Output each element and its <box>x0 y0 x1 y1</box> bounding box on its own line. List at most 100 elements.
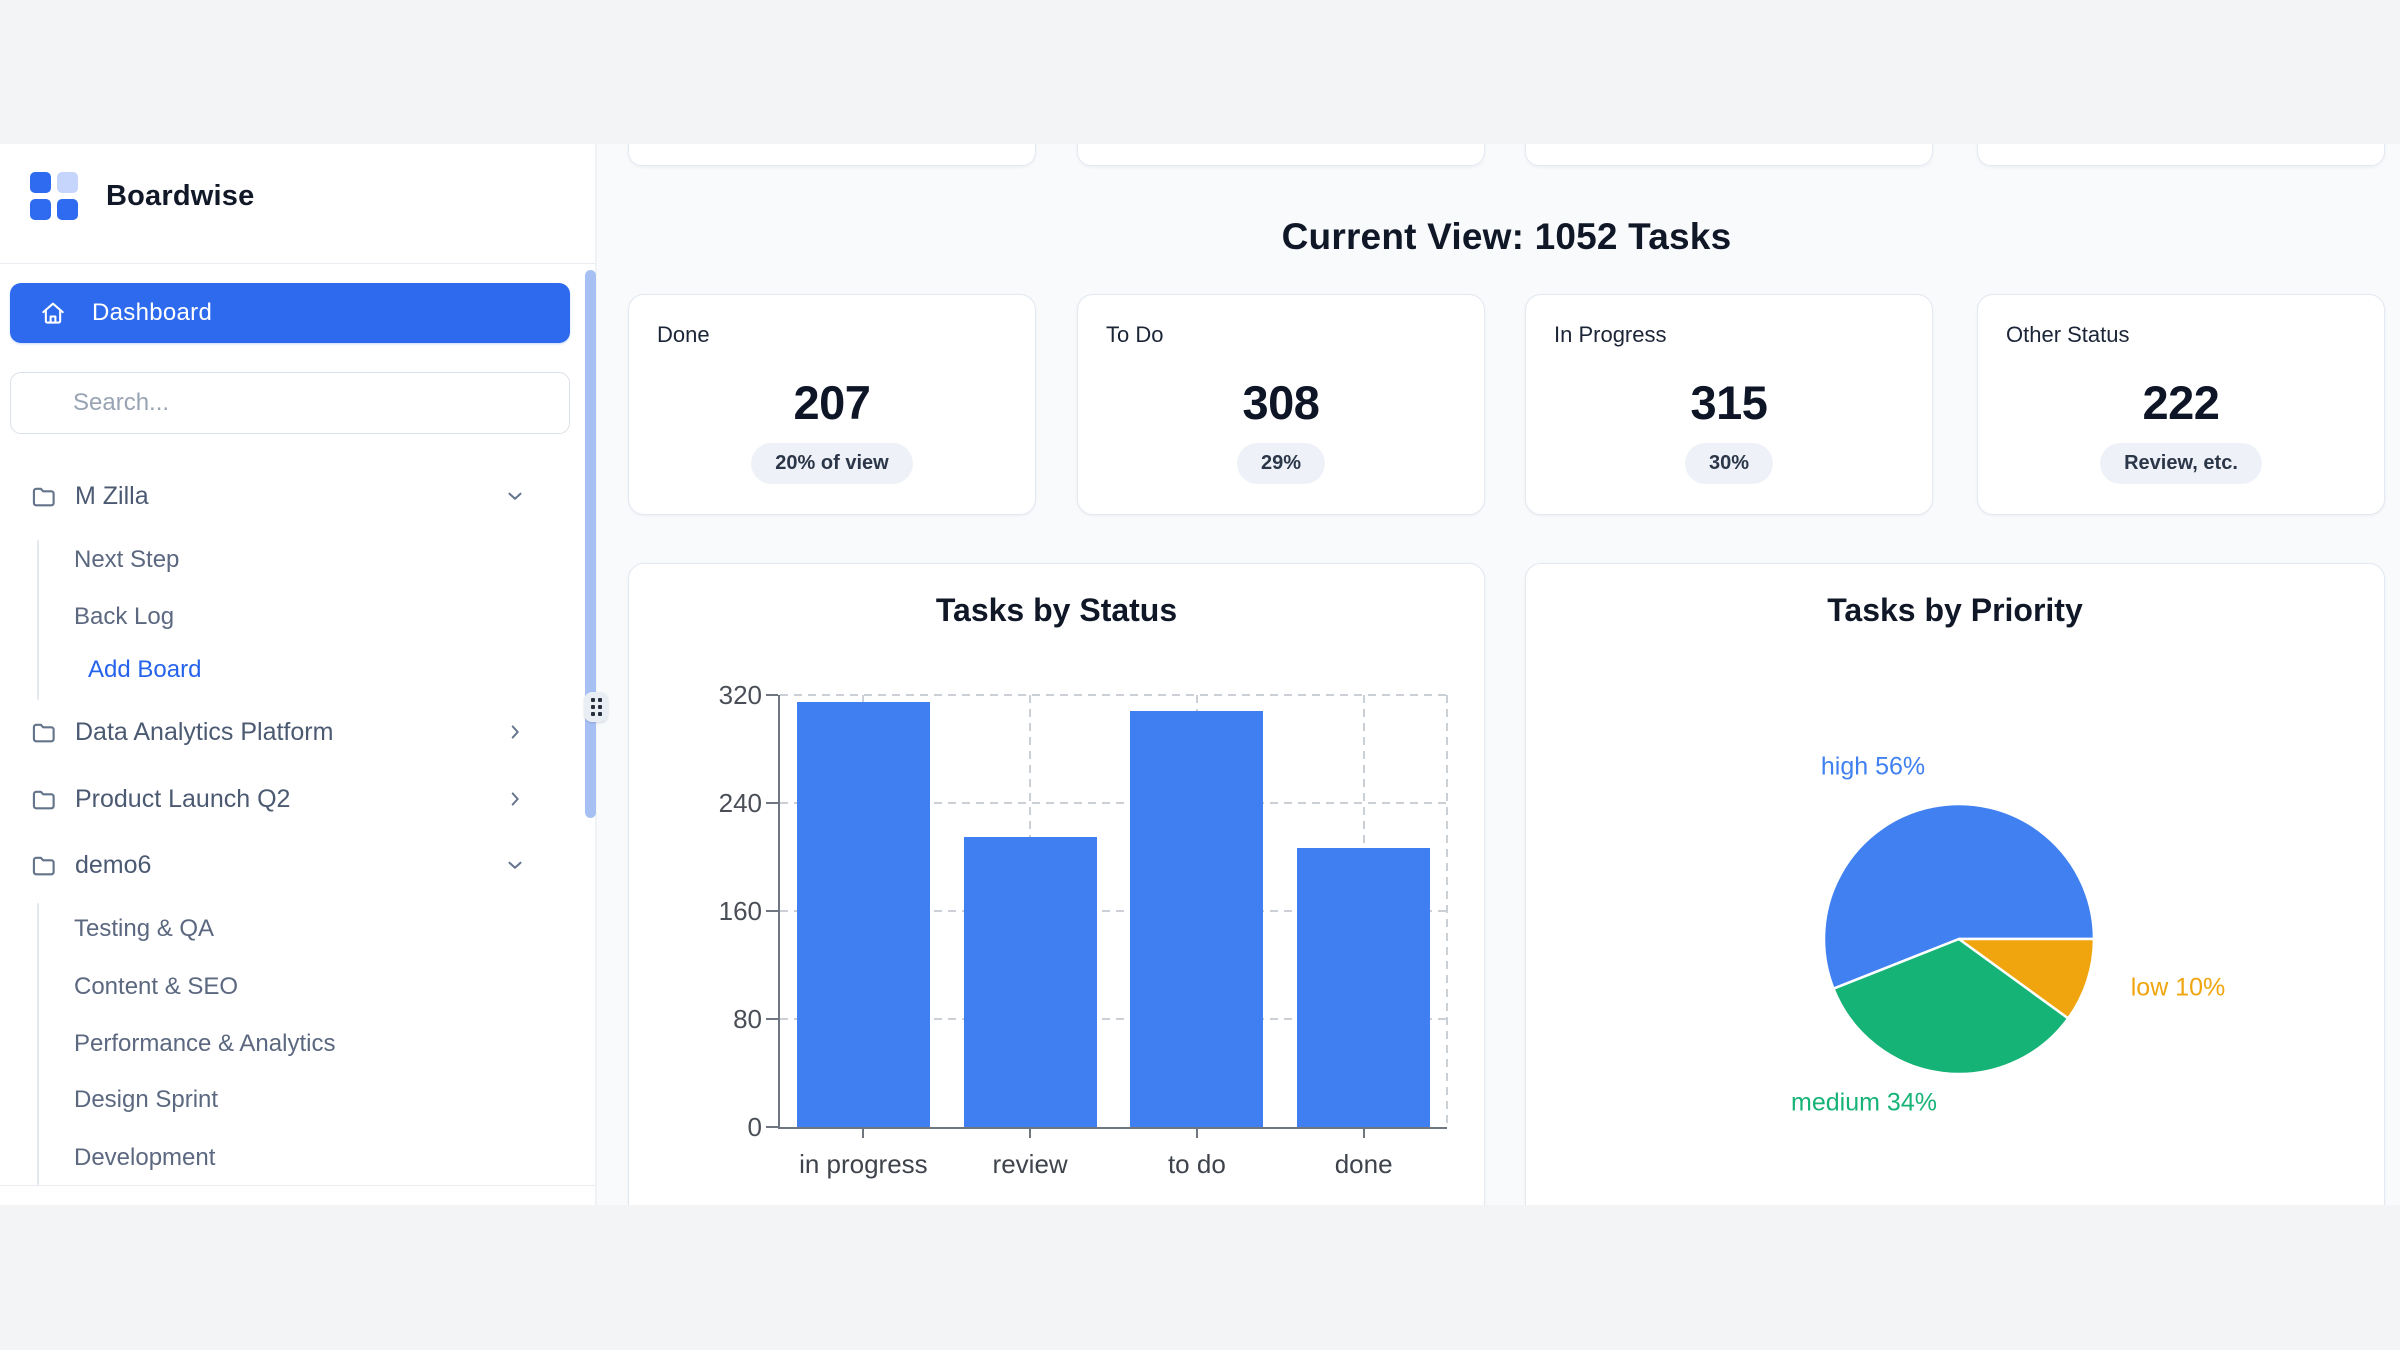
chevron-down-icon[interactable] <box>504 854 526 876</box>
sidebar-board-m-zilla[interactable]: M Zilla <box>0 474 572 518</box>
folder-icon <box>30 852 57 879</box>
scrolled-card-stub <box>1977 144 2385 166</box>
search-input[interactable] <box>10 372 570 434</box>
scrolled-card-stub <box>1077 144 1485 166</box>
indent-guide <box>37 540 39 700</box>
stat-card-to-do: To Do 308 29% <box>1077 294 1485 515</box>
bar-slot <box>1280 695 1447 1127</box>
sidebar-divider <box>0 263 595 264</box>
page-title: Current View: 1052 Tasks <box>1281 216 1732 257</box>
main-content: Current View: 1052 Tasks Done 207 20% of v… <box>597 144 2400 1205</box>
bar-slot <box>947 695 1114 1127</box>
dashboard-label: Dashboard <box>92 299 213 326</box>
home-icon <box>40 300 66 326</box>
stat-value: 308 <box>1242 376 1320 429</box>
x-tick-mark <box>1362 1129 1365 1138</box>
folder-icon <box>30 719 57 746</box>
sidebar-sub-item-back-log[interactable]: Back Log <box>74 603 175 630</box>
y-tick-label: 80 <box>733 1004 762 1034</box>
scrolled-card-stub <box>1525 144 1933 166</box>
app-title: Boardwise <box>106 179 255 212</box>
app-window: Boardwise Dashboard M Zilla Next Step Back… <box>0 144 2400 1205</box>
stat-label: To Do <box>1106 322 1164 347</box>
x-tick-label-to-do: to do <box>1167 1149 1226 1179</box>
stat-label: Other Status <box>2006 322 2130 347</box>
y-tick-label: 0 <box>747 1112 762 1142</box>
sidebar: Boardwise Dashboard M Zilla Next Step Back… <box>0 144 596 1205</box>
sidebar-scrollbar[interactable] <box>585 270 596 818</box>
gridline <box>780 910 1447 912</box>
sidebar-sub-item-performance-analytics[interactable]: Performance & Analytics <box>74 1030 336 1057</box>
bar-chart-title: Tasks by Status <box>935 592 1178 628</box>
sidebar-resize-handle[interactable] <box>584 692 608 722</box>
sidebar-board-data-analytics-platform[interactable]: Data Analytics Platform <box>0 710 572 754</box>
stat-label: Done <box>657 322 710 347</box>
sidebar-bottom-divider <box>0 1185 595 1186</box>
pie-label-low: low 10% <box>2130 973 2226 1002</box>
stat-card-done: Done 207 20% of view <box>628 294 1036 515</box>
y-tick-mark <box>766 802 778 804</box>
stat-badge: 29% <box>1236 443 1326 484</box>
boardwise-logo-icon <box>30 172 78 220</box>
chevron-right-icon[interactable] <box>504 721 526 743</box>
gridline <box>780 1018 1447 1020</box>
sidebar-board-demo6[interactable]: demo6 <box>0 843 572 887</box>
pie-slice-medium <box>1832 937 2070 1076</box>
pie-label-medium: medium 34% <box>1791 1088 1937 1117</box>
y-tick-label: 320 <box>718 680 762 710</box>
x-tick-mark <box>1029 1129 1032 1138</box>
y-tick-label: 240 <box>718 788 762 818</box>
sidebar-sub-item-design-sprint[interactable]: Design Sprint <box>74 1086 219 1113</box>
pie-chart-title: Tasks by Priority <box>1827 592 2083 628</box>
bar-in-progress <box>796 701 930 1127</box>
stat-value: 315 <box>1690 376 1768 429</box>
x-tick-mark <box>862 1129 865 1138</box>
x-tick-label-review: review <box>992 1149 1068 1179</box>
sidebar-sub-item-testing-qa[interactable]: Testing & QA <box>74 915 215 942</box>
stat-value: 222 <box>2142 376 2220 429</box>
pie-slice-high <box>1822 802 2096 990</box>
pie-slice-low <box>1957 937 2096 1020</box>
y-tick-mark <box>766 694 778 696</box>
sidebar-sub-item-next-step[interactable]: Next Step <box>74 546 180 573</box>
gridline <box>780 694 1447 696</box>
x-tick-mark <box>1195 1129 1198 1138</box>
add-board-link[interactable]: Add Board <box>88 656 202 683</box>
y-tick-label: 160 <box>718 896 762 926</box>
y-tick-mark <box>766 910 778 912</box>
bar-review <box>963 836 1097 1127</box>
stat-card-other-status: Other Status 222 Review, etc. <box>1977 294 2385 515</box>
indent-guide <box>37 903 39 1185</box>
pie-chart <box>1822 802 2096 1076</box>
y-tick-mark <box>766 1126 778 1128</box>
stat-card-in-progress: In Progress 315 30% <box>1525 294 1933 515</box>
folder-icon <box>30 786 57 813</box>
dashboard-button[interactable]: Dashboard <box>10 283 570 343</box>
tasks-by-priority-card: Tasks by Priority high 56% medium 34% lo… <box>1525 563 2385 1205</box>
chevron-right-icon[interactable] <box>504 788 526 810</box>
sidebar-board-product-launch-q2[interactable]: Product Launch Q2 <box>0 777 572 821</box>
stat-badge: 20% of view <box>751 443 913 484</box>
chevron-down-icon[interactable] <box>504 485 526 507</box>
stat-badge: Review, etc. <box>2100 443 2262 484</box>
sidebar-sub-item-content-seo[interactable]: Content & SEO <box>74 973 239 1000</box>
scrolled-card-stub <box>628 144 1036 166</box>
stat-value: 207 <box>793 376 871 429</box>
bar-done <box>1297 847 1431 1127</box>
tasks-by-status-card: Tasks by Status 0 80 160 240 320 in progress r… <box>628 563 1485 1205</box>
x-tick-label-done: done <box>1334 1149 1393 1179</box>
bar-slot <box>780 695 947 1127</box>
stat-badge: 30% <box>1684 443 1774 484</box>
pie-label-high: high 56% <box>1820 752 1926 781</box>
bar-to-do <box>1130 711 1264 1127</box>
bar-chart-plot: 0 80 160 240 320 in progress review to do done <box>719 682 1448 1179</box>
x-tick-label-in-progress: in progress <box>799 1149 928 1179</box>
gridline <box>780 802 1447 804</box>
folder-icon <box>30 483 57 510</box>
stat-label: In Progress <box>1554 322 1667 347</box>
sidebar-sub-item-development[interactable]: Development <box>74 1144 216 1171</box>
bar-slot <box>1114 695 1281 1127</box>
brand: Boardwise <box>30 172 254 220</box>
y-tick-mark <box>766 1018 778 1020</box>
gridline <box>1446 695 1448 1127</box>
